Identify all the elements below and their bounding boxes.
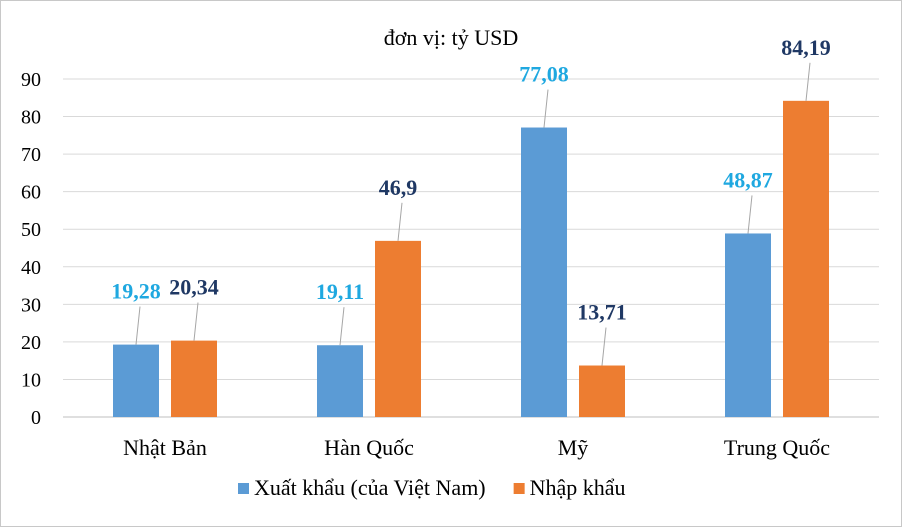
x-axis-tick-labels: Nhật Bản Hàn Quốc Mỹ Trung Quốc <box>123 435 830 460</box>
bar <box>317 345 363 417</box>
data-label: 20,34 <box>169 275 219 300</box>
data-label: 19,28 <box>111 279 161 304</box>
leader-line <box>601 327 607 366</box>
data-labels: 19,28 20,34 19,11 46,9 77,08 13,71 48,87 84,19 <box>111 35 831 325</box>
leader-line <box>193 302 199 341</box>
legend-label: Nhập khẩu <box>530 475 626 500</box>
y-tick-label: 0 <box>31 407 41 429</box>
bar <box>375 240 421 417</box>
data-label: 84,19 <box>781 35 831 60</box>
x-tick-label: Mỹ <box>558 435 589 460</box>
data-label: 48,87 <box>723 167 773 192</box>
y-axis-tick-labels: 0 10 20 30 40 50 60 70 80 90 <box>21 69 41 429</box>
leader-line <box>543 89 549 128</box>
y-tick-label: 80 <box>21 107 41 129</box>
data-label: 46,9 <box>379 175 418 200</box>
x-tick-label: Nhật Bản <box>123 435 207 460</box>
y-tick-label: 30 <box>21 294 41 316</box>
leader-line <box>135 306 141 345</box>
legend-swatch <box>513 483 525 494</box>
bar <box>521 127 567 417</box>
legend-swatch <box>238 483 249 494</box>
data-label: 77,08 <box>519 62 569 87</box>
bar <box>113 344 159 417</box>
bar <box>783 100 829 418</box>
leader-line <box>747 195 753 234</box>
y-tick-label: 90 <box>21 69 41 91</box>
bar <box>725 233 771 417</box>
legend-label: Xuất khẩu (của Việt Nam) <box>254 475 486 500</box>
bar <box>171 340 217 417</box>
chart-title: đơn vị: tỷ USD <box>384 25 518 50</box>
legend: Xuất khẩu (của Việt Nam) Nhập khẩu <box>238 475 626 500</box>
data-label-leaders <box>135 62 811 366</box>
x-tick-label: Trung Quốc <box>724 435 830 460</box>
x-tick-label: Hàn Quốc <box>324 435 414 460</box>
leader-line <box>805 62 811 101</box>
data-label: 19,11 <box>316 279 364 304</box>
bar <box>579 365 625 417</box>
y-tick-label: 10 <box>21 369 41 391</box>
y-tick-label: 60 <box>21 182 41 204</box>
leader-line <box>339 307 345 346</box>
y-tick-label: 40 <box>21 257 41 279</box>
data-label: 13,71 <box>577 300 627 325</box>
y-tick-label: 20 <box>21 332 41 354</box>
y-tick-label: 70 <box>21 144 41 166</box>
y-tick-label: 50 <box>21 219 41 241</box>
bars <box>113 100 829 418</box>
leader-line <box>397 202 403 241</box>
